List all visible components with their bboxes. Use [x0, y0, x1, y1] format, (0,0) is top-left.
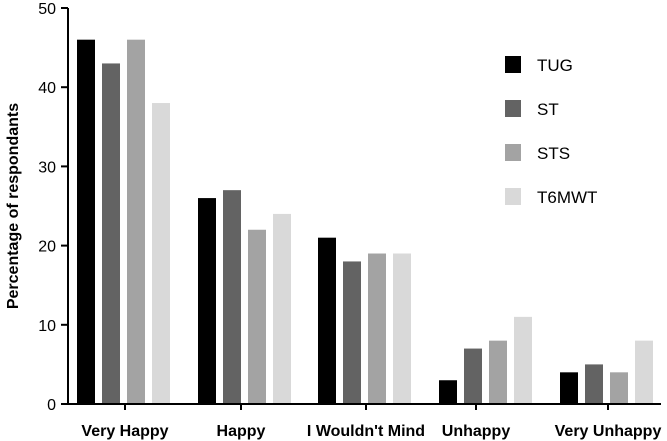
bar [343, 261, 361, 404]
legend-swatch [505, 56, 521, 73]
bar [248, 229, 266, 404]
y-tick-label: 50 [38, 1, 56, 18]
y-axis-title: Percentage of respondants [5, 103, 22, 309]
legend-item: ST [505, 100, 559, 119]
x-tick-label: I Wouldn't Mind [307, 423, 425, 440]
legend-item: STS [505, 144, 570, 163]
legend-swatch [505, 100, 521, 117]
x-axis: Very Happy Happy I Wouldn't Mind Unhappy Ver… [67, 403, 662, 440]
bar [560, 372, 578, 404]
bar [464, 348, 482, 404]
legend-label: TUG [537, 56, 573, 75]
bar [368, 253, 386, 404]
y-tick-label: 20 [38, 239, 56, 256]
bar [585, 364, 603, 404]
y-tick-label: 10 [38, 318, 56, 335]
legend-item: T6MWT [505, 188, 597, 207]
bar-group [439, 316, 532, 404]
bar [514, 316, 532, 404]
bar [318, 237, 336, 404]
bar [127, 39, 145, 405]
bar [635, 340, 653, 404]
legend-swatch [505, 188, 521, 205]
legend-label: ST [537, 100, 559, 119]
bar-group [198, 190, 291, 404]
legend: TUG ST STS T6MWT [505, 56, 597, 207]
y-tick-label: 0 [47, 397, 56, 414]
bar [223, 190, 241, 404]
bar [273, 213, 291, 404]
bar [489, 340, 507, 404]
y-axis: 0 10 20 30 40 50 [38, 1, 69, 414]
bar-group [318, 237, 411, 404]
bar [439, 380, 457, 404]
legend-item: TUG [505, 56, 573, 75]
x-tick-label: Very Unhappy [555, 423, 662, 440]
bar [152, 103, 170, 404]
x-tick-label: Unhappy [442, 423, 511, 440]
bar [102, 63, 120, 404]
x-tick-label: Very Happy [81, 423, 168, 440]
legend-label: STS [537, 144, 570, 163]
bar [393, 253, 411, 404]
bar [198, 198, 216, 404]
y-tick-label: 30 [38, 159, 56, 176]
bars [77, 39, 653, 405]
x-tick-label: Happy [217, 423, 266, 440]
y-tick-label: 40 [38, 80, 56, 97]
bar-group [77, 39, 170, 405]
bar [77, 39, 95, 405]
legend-swatch [505, 144, 521, 161]
legend-label: T6MWT [537, 188, 597, 207]
bar-group [560, 340, 653, 404]
bar [610, 372, 628, 404]
